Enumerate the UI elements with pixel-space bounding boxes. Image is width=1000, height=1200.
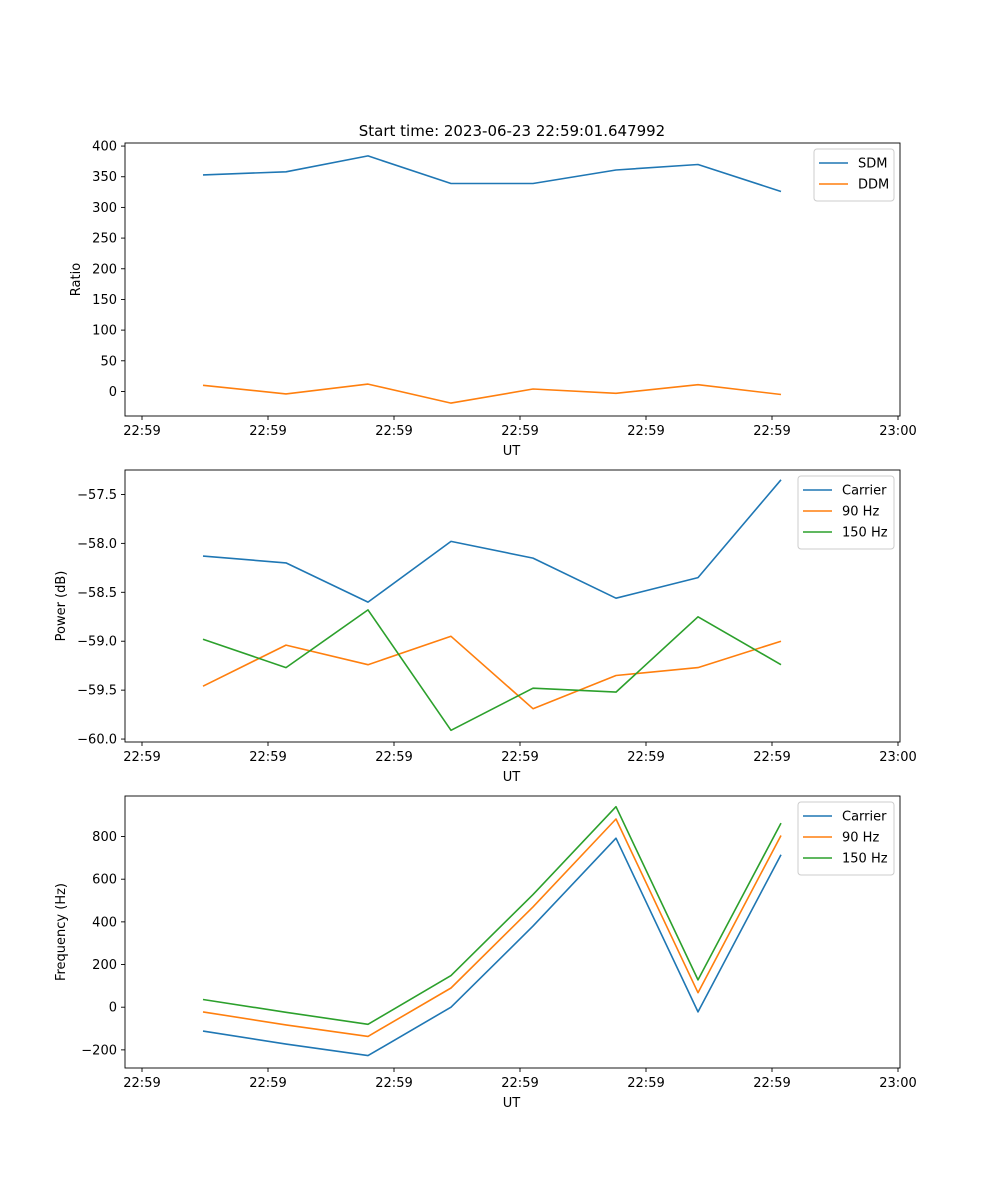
y-tick-label: 150 — [92, 293, 117, 308]
chart-panel-3: 22:59 22:59 22:59 22:59 22:59 22:59 23:00 −200 0… — [54, 795, 917, 1111]
x-tick-label: 22:59 — [501, 750, 538, 765]
y-tick-label: 600 — [92, 873, 117, 888]
series-line-2-2 — [202, 635, 782, 710]
x-tick-label: 22:59 — [123, 750, 160, 765]
x-tick-label: 22:59 — [753, 424, 790, 439]
y-tick-label: 0 — [109, 385, 117, 400]
axes-frame — [124, 469, 901, 743]
legend-box — [813, 148, 895, 202]
chart-panel-1: 22:59 22:59 22:59 22:59 22:59 22:59 23:00 0 50 10… — [69, 140, 917, 459]
series-line-3-2 — [202, 818, 782, 1038]
x-tick-label: 22:59 — [249, 1076, 286, 1091]
x-axis-label: UT — [503, 1096, 521, 1111]
y-axis-label: Power (dB) — [54, 571, 69, 642]
y-tick-label: 50 — [100, 354, 117, 369]
legend-label: SDM — [858, 157, 887, 172]
legend-label: Carrier — [842, 810, 887, 825]
legend-label: DDM — [858, 178, 889, 193]
x-tick-label: 22:59 — [753, 750, 790, 765]
y-tick-label: −58.5 — [77, 586, 117, 601]
series-line-2-1 — [202, 479, 782, 603]
y-tick-label: 250 — [92, 232, 117, 247]
legend-box — [797, 475, 895, 550]
y-tick-label: −59.5 — [77, 684, 117, 699]
series-line-1-1 — [202, 155, 782, 193]
y-tick-label: 0 — [109, 1001, 117, 1016]
y-tick-label: −59.0 — [77, 635, 117, 650]
x-tick-label: 22:59 — [375, 424, 412, 439]
axes-frame — [124, 795, 901, 1069]
x-tick-label: 22:59 — [501, 424, 538, 439]
x-tick-label: 22:59 — [753, 1076, 790, 1091]
y-tick-label: −57.5 — [77, 488, 117, 503]
x-tick-label: 22:59 — [249, 424, 286, 439]
x-tick-label: 22:59 — [627, 424, 664, 439]
legend: Carrier 90 Hz 150 Hz — [797, 475, 895, 550]
y-tick-label: 350 — [92, 170, 117, 185]
series-line-2-3 — [202, 609, 782, 732]
x-tick-label: 22:59 — [627, 750, 664, 765]
y-tick-label: 800 — [92, 830, 117, 845]
x-tick-label: 23:00 — [879, 1076, 916, 1091]
x-tick-label: 22:59 — [375, 750, 412, 765]
axes-frame — [124, 142, 901, 417]
y-axis-label: Frequency (Hz) — [54, 883, 69, 981]
y-tick-label: 400 — [92, 140, 117, 155]
x-axis-label: UT — [503, 444, 521, 459]
legend: SDM DDM — [813, 148, 895, 202]
x-tick-label: 22:59 — [627, 1076, 664, 1091]
x-axis-label: UT — [503, 770, 521, 785]
figure-title: Start time: 2023-06-23 22:59:01.647992 — [359, 122, 665, 140]
y-tick-label: 400 — [92, 915, 117, 930]
x-tick-label: 23:00 — [879, 424, 916, 439]
legend-box — [797, 801, 895, 876]
legend-label: 150 Hz — [842, 526, 888, 541]
series-line-3-1 — [202, 837, 782, 1057]
x-tick-label: 22:59 — [123, 424, 160, 439]
x-tick-label: 22:59 — [123, 1076, 160, 1091]
y-tick-label: 300 — [92, 201, 117, 216]
legend-label: 90 Hz — [842, 505, 879, 520]
y-tick-label: 200 — [92, 958, 117, 973]
chart-panel-2: 22:59 22:59 22:59 22:59 22:59 22:59 23:00 −60.0… — [54, 469, 917, 785]
series-line-3-3 — [202, 805, 782, 1026]
x-tick-label: 22:59 — [375, 1076, 412, 1091]
legend-label: 90 Hz — [842, 831, 879, 846]
x-tick-label: 22:59 — [501, 1076, 538, 1091]
y-tick-label: −200 — [81, 1043, 117, 1058]
series-line-1-2 — [202, 383, 782, 404]
legend-label: 150 Hz — [842, 852, 888, 867]
y-tick-label: −60.0 — [77, 733, 117, 748]
y-tick-label: 200 — [92, 262, 117, 277]
x-tick-label: 23:00 — [879, 750, 916, 765]
y-tick-label: 100 — [92, 324, 117, 339]
legend: Carrier 90 Hz 150 Hz — [797, 801, 895, 876]
y-tick-label: −58.0 — [77, 537, 117, 552]
y-axis-label: Ratio — [69, 263, 84, 296]
legend-label: Carrier — [842, 484, 887, 499]
x-tick-label: 22:59 — [249, 750, 286, 765]
